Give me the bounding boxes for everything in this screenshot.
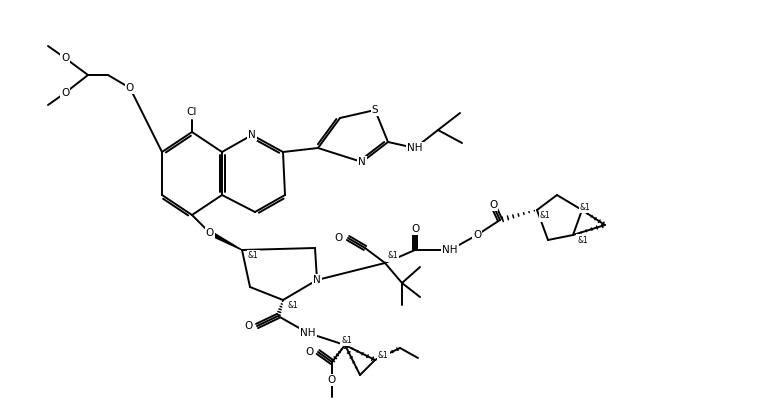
Text: &1: &1 [341,335,352,344]
Text: O: O [245,321,253,331]
Text: &1: &1 [378,351,389,359]
Text: &1: &1 [387,251,398,261]
Text: O: O [489,200,497,210]
Text: O: O [410,224,419,234]
Text: NH: NH [301,328,316,338]
Text: O: O [328,375,336,385]
Text: O: O [335,233,343,243]
Text: O: O [61,88,69,98]
Text: Cl: Cl [187,107,197,117]
Text: O: O [126,83,134,93]
Text: O: O [206,228,214,238]
Text: NH: NH [443,245,458,255]
Text: NH: NH [407,143,423,153]
Text: &1: &1 [580,203,591,212]
Text: &1: &1 [288,302,299,310]
Text: &1: &1 [577,235,588,244]
Text: O: O [473,230,481,240]
Polygon shape [209,231,242,250]
Text: N: N [248,130,256,140]
Text: &1: &1 [248,251,259,261]
Text: &1: &1 [540,212,551,220]
Text: N: N [313,275,321,285]
Text: O: O [306,347,314,357]
Text: S: S [372,105,378,115]
Text: O: O [61,53,69,63]
Text: N: N [358,157,366,167]
